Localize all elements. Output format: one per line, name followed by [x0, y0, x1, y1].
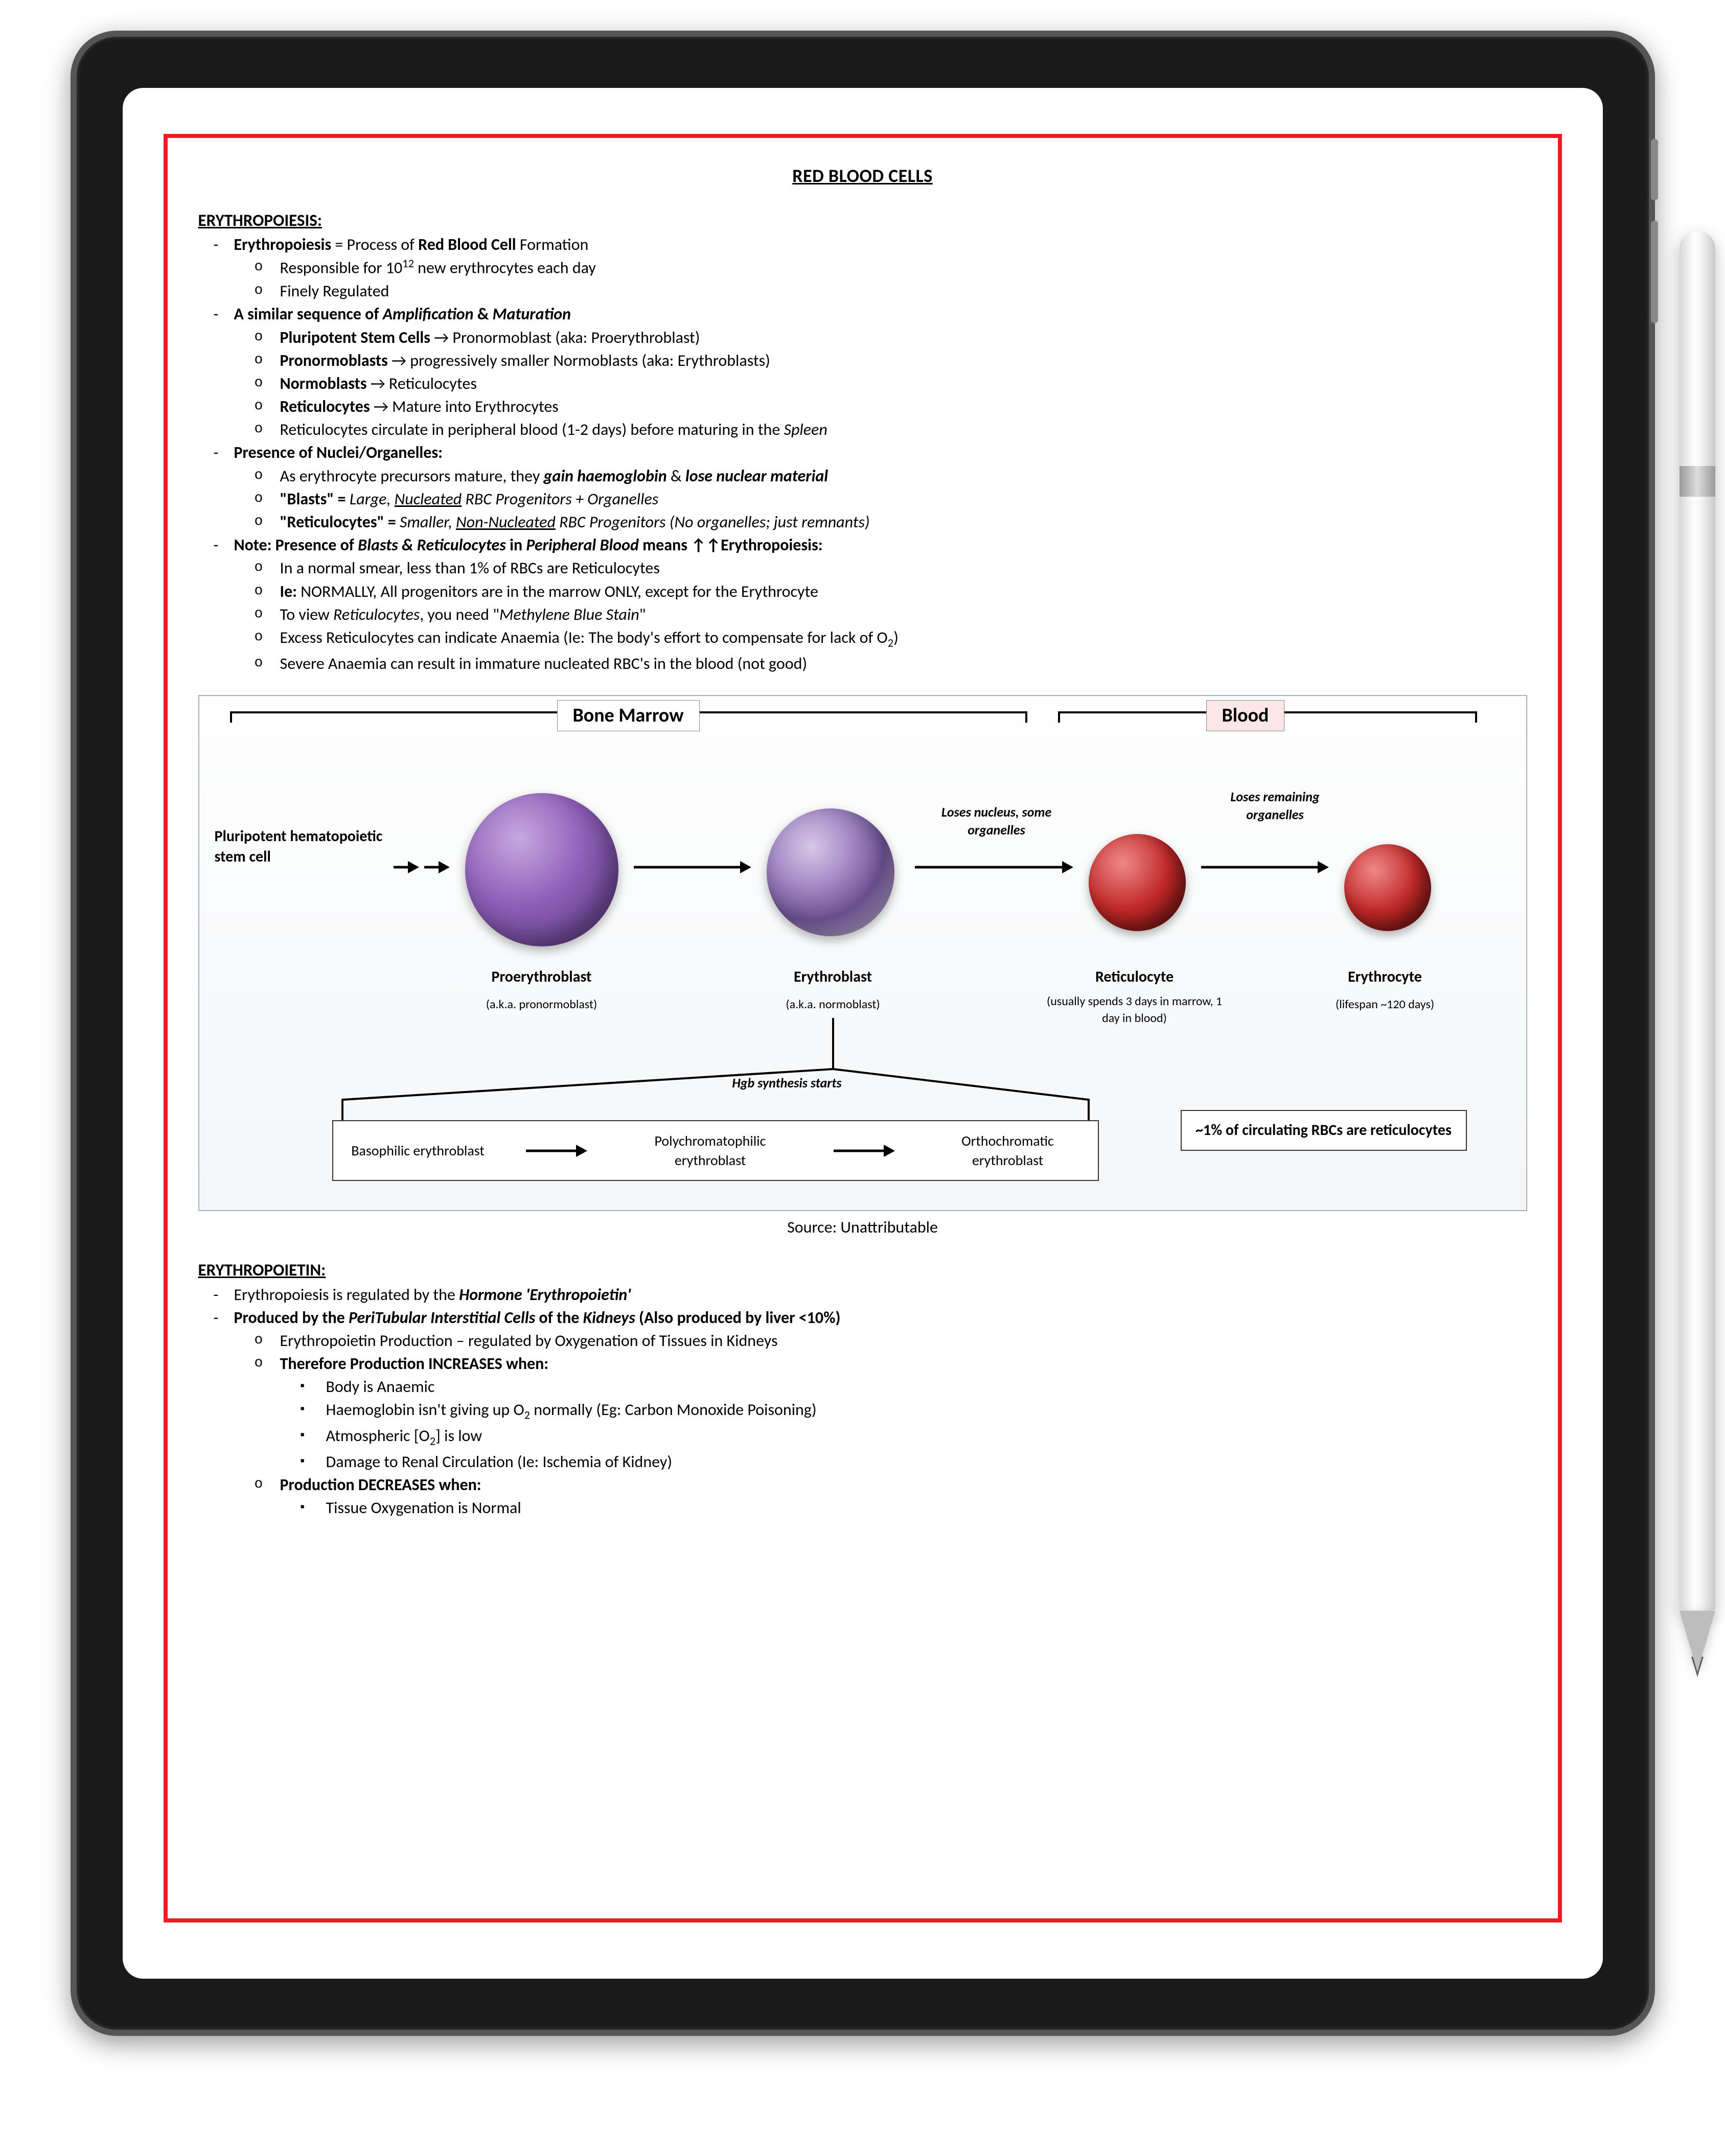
bullet: Atmospheric [O2] is low — [326, 1425, 1527, 1450]
section-erythropoiesis-heading: ERYTHROPOIESIS: — [198, 209, 1527, 232]
reticulocyte-cell-icon — [1089, 834, 1186, 931]
bullet: Tissue Oxygenation is Normal — [326, 1497, 1527, 1519]
bullet: Pluripotent Stem Cells → Pronormoblast (… — [280, 327, 1527, 349]
bullet: Severe Anaemia can result in immature nu… — [280, 653, 1527, 675]
proerythroblast-label: Proerythroblast (a.k.a. pronormoblast) — [450, 967, 634, 1013]
bullet: "Blasts" = Large, Nucleated RBC Progenit… — [280, 488, 1527, 510]
bullet: Ie: NORMALLY, All progenitors are in the… — [280, 581, 1527, 602]
hgb-synthesis-label: Hgb synthesis starts — [721, 1074, 854, 1092]
list-level1: Erythropoiesis is regulated by the Hormo… — [198, 1284, 1527, 1519]
label-bone-marrow: Bone Marrow — [557, 700, 700, 731]
page-title: RED BLOOD CELLS — [198, 164, 1527, 189]
arrow-icon — [526, 1146, 587, 1156]
bullet: Erythropoietin Production – regulated by… — [280, 1330, 1527, 1352]
bullet: Note: Presence of Blasts & Reticulocytes… — [234, 534, 1527, 675]
bullet: Normoblasts → Reticulocytes — [280, 373, 1527, 395]
proerythroblast-cell-icon — [465, 793, 618, 946]
loses-nucleus-label: Loses nucleus, some organelles — [920, 803, 1073, 839]
bullet: Produced by the PeriTubular Interstitial… — [234, 1307, 1527, 1519]
bullet: Damage to Renal Circulation (Ie: Ischemi… — [326, 1451, 1527, 1473]
bullet: In a normal smear, less than 1% of RBCs … — [280, 557, 1527, 579]
bullet: To view Reticulocytes, you need "Methyle… — [280, 604, 1527, 625]
bullet: Body is Anaemic — [326, 1376, 1527, 1398]
basophilic-label: Basophilic erythroblast — [347, 1141, 490, 1161]
tablet-frame: RED BLOOD CELLS ERYTHROPOIESIS: Erythrop… — [71, 31, 1655, 2036]
erythrocyte-label: Erythrocyte (lifespan ~120 days) — [1298, 967, 1472, 1013]
orthochromatic-label: Orthochromatic erythroblast — [931, 1131, 1085, 1170]
erythrocyte-cell-icon — [1344, 844, 1431, 931]
arrow-icon — [834, 1146, 895, 1156]
bullet: Presence of Nuclei/Organelles: As erythr… — [234, 442, 1527, 533]
loses-organelles-label: Loses remaining organelles — [1216, 788, 1334, 824]
bullet: A similar sequence of Amplification & Ma… — [234, 303, 1527, 441]
list-level1: Erythropoiesis = Process of Red Blood Ce… — [198, 234, 1527, 675]
bullet: Reticulocytes → Mature into Erythrocytes — [280, 396, 1527, 418]
stem-cell-label: Pluripotent hematopoietic stem cell — [215, 826, 388, 868]
bullet: Responsible for 1012 new erythrocytes ea… — [280, 257, 1527, 279]
connector-line-icon — [332, 1018, 1099, 1125]
bullet: Erythropoiesis = Process of Red Blood Ce… — [234, 234, 1527, 302]
bullet: As erythrocyte precursors mature, they g… — [280, 465, 1527, 487]
polychromatophilic-label: Polychromatophilic erythroblast — [624, 1131, 797, 1170]
screen: RED BLOOD CELLS ERYTHROPOIESIS: Erythrop… — [123, 88, 1603, 1979]
bullet: Erythropoiesis is regulated by the Hormo… — [234, 1284, 1527, 1306]
bullet: Haemoglobin isn't giving up O2 normally … — [326, 1399, 1527, 1424]
reticulocyte-info-box: ~1% of circulating RBCs are reticulocyte… — [1181, 1110, 1467, 1151]
bullet: Excess Reticulocytes can indicate Anaemi… — [280, 627, 1527, 652]
erythroblast-cell-icon — [767, 808, 894, 936]
bullet: Therefore Production INCREASES when: Bod… — [280, 1353, 1527, 1473]
side-button-2[interactable] — [1651, 221, 1658, 323]
document-content: RED BLOOD CELLS ERYTHROPOIESIS: Erythrop… — [164, 134, 1562, 1922]
side-button-1[interactable] — [1651, 139, 1658, 200]
bullet: Reticulocytes circulate in peripheral bl… — [280, 419, 1527, 441]
erythroblast-label: Erythroblast (a.k.a. normoblast) — [751, 967, 915, 1013]
bullet: Production DECREASES when: Tissue Oxygen… — [280, 1474, 1527, 1519]
erythroblast-stages-box: Basophilic erythroblast Polychromatophil… — [332, 1120, 1099, 1181]
stylus — [1674, 231, 1720, 1713]
bullet: "Reticulocytes" = Smaller, Non-Nucleated… — [280, 511, 1527, 533]
bullet: Finely Regulated — [280, 280, 1527, 302]
erythropoiesis-diagram: Bone Marrow Blood Pluripotent hematopoie… — [198, 695, 1527, 1211]
diagram-source: Source: Unattributable — [198, 1216, 1527, 1238]
bullet: Pronormoblasts → progressively smaller N… — [280, 350, 1527, 372]
section-erythropoietin-heading: ERYTHROPOIETIN: — [198, 1259, 1527, 1282]
label-blood: Blood — [1206, 700, 1285, 731]
